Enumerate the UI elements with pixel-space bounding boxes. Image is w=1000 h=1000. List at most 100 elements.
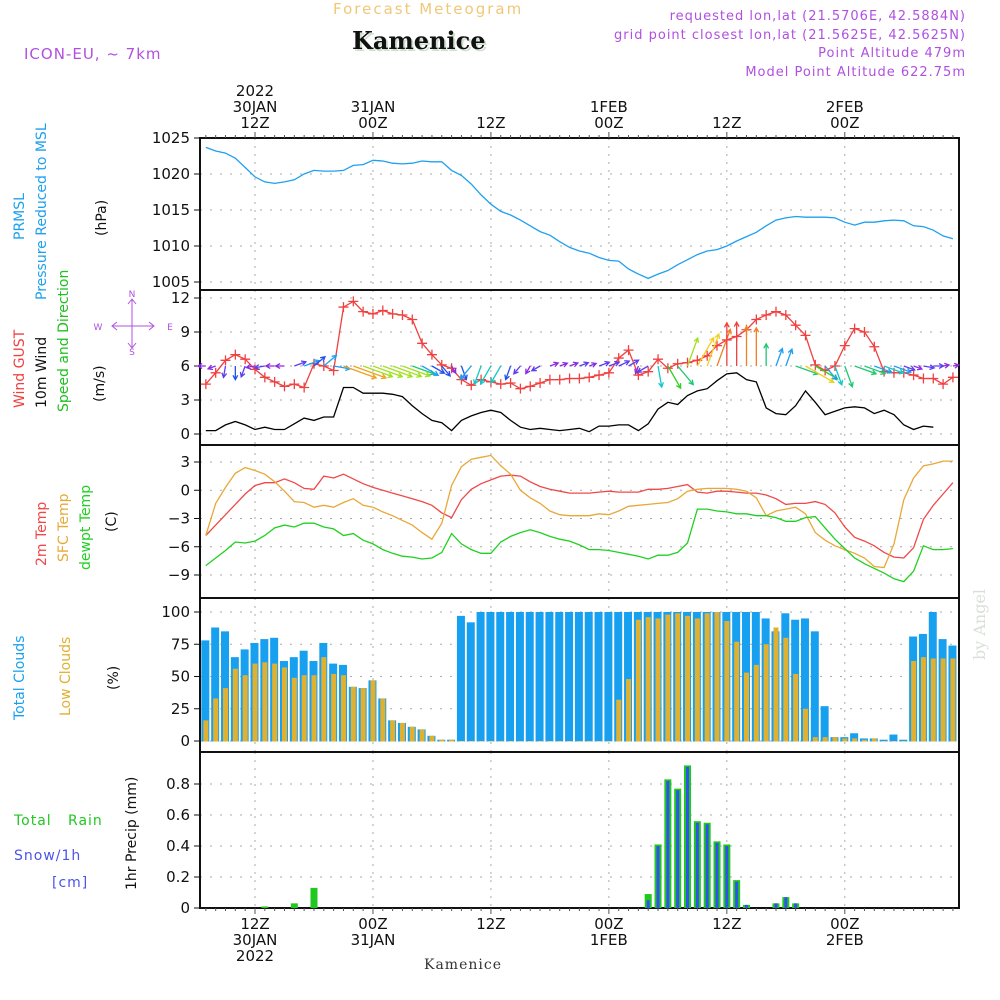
total-cloud-bar <box>614 612 623 742</box>
snow-bar <box>695 822 699 908</box>
temp-label-dewpt: dewpt Temp <box>78 485 94 570</box>
pressure-label-full: Pressure Reduced to MSL <box>34 123 50 300</box>
low-cloud-bar <box>753 664 759 742</box>
wind-direction-arrow <box>362 365 394 379</box>
wind-direction-arrow <box>753 326 760 366</box>
y-tick-label: 3 <box>180 391 190 409</box>
sfc-temp-line <box>205 454 953 569</box>
wind-direction-arrow <box>244 363 256 370</box>
svg-text:E: E <box>167 323 173 333</box>
low-cloud-bar <box>871 738 877 742</box>
precip-panel-labels: 1hr Precip (mm) Total Rain Snow/1h [cm] <box>13 777 140 891</box>
low-cloud-bar <box>596 741 602 742</box>
total-cloud-bar <box>486 612 495 742</box>
low-cloud-bar <box>724 621 730 742</box>
wind-direction-arrow <box>392 365 423 378</box>
wind-direction-arrow <box>264 363 275 369</box>
rain-bar <box>310 887 318 908</box>
x-tick-label-bottom: 00Z <box>594 915 623 933</box>
snow-bar <box>656 846 660 908</box>
y-tick-label: 1010 <box>152 237 190 255</box>
low-cloud-bar <box>645 617 651 742</box>
wind-direction-arrow <box>864 365 887 375</box>
low-cloud-bar <box>527 741 533 742</box>
low-cloud-bar <box>340 675 346 742</box>
x-tick-label-bottom: 2022 <box>236 947 274 965</box>
wind-direction-arrow <box>805 365 835 383</box>
gust-marker <box>584 372 595 383</box>
total-cloud-bar <box>506 612 515 742</box>
low-cloud-bar <box>920 657 926 742</box>
wind-direction-arrow <box>706 332 721 367</box>
wind-direction-arrow <box>824 365 838 381</box>
footer-location: Kamenice <box>424 957 502 973</box>
low-cloud-bar <box>586 741 592 742</box>
snow-bar <box>715 842 719 908</box>
total-cloud-bar <box>810 631 819 742</box>
snow-bar <box>686 766 690 908</box>
wind-direction-arrow <box>903 365 916 372</box>
y-tick-label: 9 <box>180 323 190 341</box>
total-cloud-bar <box>604 612 613 742</box>
snow-bar <box>666 780 670 908</box>
wind-direction-arrow <box>893 365 913 374</box>
wind-direction-arrow <box>431 365 446 374</box>
y-tick-label: 0.8 <box>166 775 190 793</box>
compass-rose-icon: N S W E <box>94 290 174 358</box>
low-cloud-bar <box>449 739 455 742</box>
snow-bar <box>705 824 709 908</box>
total-cloud-bar <box>565 612 574 742</box>
snow-bar <box>735 881 739 908</box>
gust-marker <box>269 376 280 387</box>
wind-direction-arrow <box>618 360 631 367</box>
x-tick-label-top: 2022 <box>236 82 274 100</box>
gust-marker <box>466 380 477 391</box>
y-tick-label: −9 <box>168 566 190 584</box>
gust-marker <box>338 302 349 313</box>
x-tick-label-bottom: 2FEB <box>826 931 864 949</box>
y-tick-label: 3 <box>180 453 190 471</box>
total-cloud-bar <box>889 734 898 742</box>
x-tick-label-top: 00Z <box>594 114 623 132</box>
y-tick-label: 25 <box>171 700 190 718</box>
gust-marker <box>770 306 781 317</box>
gust-marker <box>240 354 251 365</box>
wind-direction-arrow <box>559 361 569 368</box>
low-cloud-bar <box>350 686 356 742</box>
wind-direction-arrow <box>743 325 750 366</box>
x-tick-label-bottom: 00Z <box>358 915 387 933</box>
gust-marker <box>662 363 673 374</box>
wind-direction-arrow <box>834 365 844 387</box>
pressure-panel-labels: PRMSL Pressure Reduced to MSL (hPa) <box>12 123 110 300</box>
low-cloud-bar <box>950 658 956 742</box>
wind-direction-arrow <box>569 361 580 368</box>
low-cloud-bar <box>606 741 612 742</box>
panel-frame <box>199 444 960 599</box>
precip-unit: 1hr Precip (mm) <box>124 777 140 890</box>
low-cloud-bar <box>714 612 720 742</box>
x-tick-label-top: 12Z <box>476 114 505 132</box>
snow-bar <box>725 846 729 908</box>
low-cloud-bar <box>822 737 828 742</box>
wind-direction-arrow <box>512 365 521 375</box>
temp-label-sfc: SFC Temp <box>56 493 72 562</box>
wind-panel-labels: Wind GUST 10m Wind Speed and Direction (… <box>12 270 173 412</box>
panel-pressure: 1005 1010 1015 1020 1025 <box>152 129 960 291</box>
total-cloud-bar <box>899 739 908 742</box>
wind-label-direction: Speed and Direction <box>56 270 72 412</box>
gust-marker <box>603 367 614 378</box>
point-altitude: Point Altitude 479m <box>818 46 966 61</box>
low-cloud-bar <box>488 741 494 742</box>
total-cloud-bar <box>211 627 220 742</box>
low-cloud-bar <box>901 741 907 742</box>
svg-text:S: S <box>129 348 135 358</box>
y-tick-label: 0.4 <box>166 837 190 855</box>
snow-bar <box>794 903 798 908</box>
low-cloud-bar <box>576 741 582 742</box>
low-cloud-bar <box>311 675 317 742</box>
wind-unit: (m/s) <box>92 365 108 402</box>
gust-marker <box>574 373 585 384</box>
gust-marker <box>377 305 388 316</box>
gust-marker <box>426 349 437 360</box>
low-cloud-bar <box>232 668 238 742</box>
